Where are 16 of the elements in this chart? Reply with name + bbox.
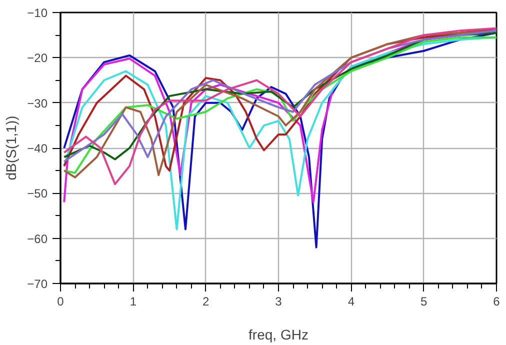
x-tick-label: 1 <box>130 294 137 308</box>
x-tick-label: 5 <box>420 294 428 308</box>
y-tick-label: −70 <box>27 277 48 291</box>
y-axis-title: dB(S(1,1)) <box>3 116 20 180</box>
y-tick-label: −10 <box>27 6 48 20</box>
y-tick-label: −20 <box>27 51 48 66</box>
x-tick-label: 0 <box>57 294 64 308</box>
x-tick-label: 4 <box>348 294 355 308</box>
x-tick-label: 6 <box>493 294 500 308</box>
x-tick-label: 3 <box>275 294 282 308</box>
x-tick-label: 2 <box>202 294 210 308</box>
x-axis-title: freq, GHz <box>248 326 308 342</box>
y-tick-label: −50 <box>27 186 48 201</box>
y-tick-label: −60 <box>27 232 48 246</box>
y-tick-label: −40 <box>27 142 48 156</box>
y-tick-label: −30 <box>27 96 48 110</box>
